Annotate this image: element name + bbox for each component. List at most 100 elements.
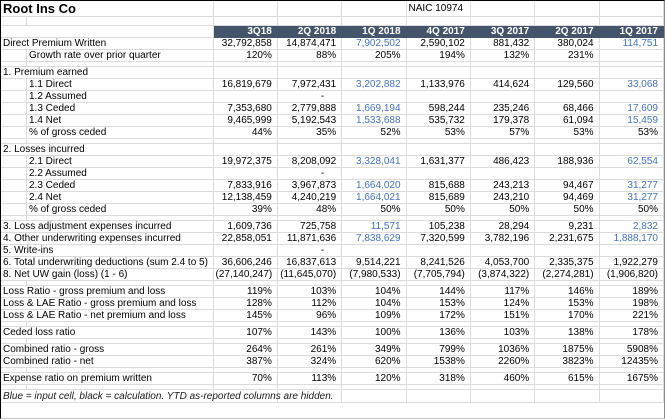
cell[interactable]: -	[277, 244, 343, 257]
cell[interactable]: 9,231	[534, 220, 600, 233]
cell[interactable]: 31,277	[599, 179, 664, 192]
cell[interactable]: 198%	[599, 297, 664, 310]
cell[interactable]	[599, 90, 664, 103]
cell[interactable]: 39%	[213, 203, 278, 216]
row-label[interactable]: 1.1 Direct	[1, 78, 214, 91]
cell[interactable]: 5,192,543	[277, 114, 343, 127]
cell[interactable]	[1, 384, 214, 390]
cell[interactable]: 105,238	[406, 220, 471, 233]
cell[interactable]	[1, 138, 214, 144]
cell[interactable]: 799%	[406, 343, 471, 356]
cell[interactable]: 261%	[277, 343, 343, 356]
cell[interactable]: 120%	[341, 372, 407, 385]
cell[interactable]: 50%	[470, 203, 536, 216]
cell[interactable]	[406, 167, 471, 180]
cell[interactable]: 61,094	[534, 114, 600, 127]
cell[interactable]	[277, 389, 343, 403]
cell[interactable]: 243,213	[470, 179, 536, 192]
cell[interactable]	[341, 138, 407, 144]
row-label[interactable]: 6. Total underwriting deductions (sum 2.…	[1, 256, 214, 269]
cell[interactable]	[1, 25, 214, 38]
cell[interactable]: 7,838,629	[341, 232, 407, 245]
row-label[interactable]: Expense ratio on premium written	[1, 372, 214, 385]
cell[interactable]: 4,240,219	[277, 191, 343, 204]
row-label[interactable]: 2.1 Direct	[1, 155, 214, 168]
cell[interactable]	[277, 66, 343, 79]
cell[interactable]: 114,751	[599, 37, 664, 50]
cell[interactable]: 3,328,041	[341, 155, 407, 168]
cell[interactable]	[534, 167, 600, 180]
cell[interactable]	[406, 61, 471, 67]
cell[interactable]	[213, 367, 278, 373]
cell[interactable]	[470, 389, 536, 403]
cell[interactable]	[277, 321, 343, 327]
cell[interactable]	[470, 143, 536, 156]
cell[interactable]	[213, 389, 278, 403]
cell[interactable]	[599, 61, 664, 67]
cell[interactable]: 881,432	[470, 37, 536, 50]
cell[interactable]: 3,202,882	[341, 78, 407, 91]
cell[interactable]: (27,140,247)	[213, 268, 278, 281]
cell[interactable]	[213, 338, 278, 344]
cell[interactable]: 50%	[341, 203, 407, 216]
cell[interactable]	[470, 1, 536, 17]
cell[interactable]: 725,758	[277, 220, 343, 233]
cell[interactable]: 109%	[341, 309, 407, 322]
cell[interactable]: 380,024	[534, 37, 600, 50]
cell[interactable]: 188,936	[534, 155, 600, 168]
cell[interactable]	[213, 16, 278, 26]
cell[interactable]	[470, 167, 536, 180]
cell[interactable]	[406, 66, 471, 79]
cell[interactable]	[213, 384, 278, 390]
cell[interactable]	[213, 321, 278, 327]
cell[interactable]: 170%	[534, 309, 600, 322]
cell[interactable]: 387%	[213, 355, 278, 368]
cell[interactable]	[341, 167, 407, 180]
cell[interactable]	[277, 138, 343, 144]
cell[interactable]	[1, 61, 214, 67]
cell[interactable]	[341, 90, 407, 103]
cell[interactable]: 144%	[406, 285, 471, 298]
row-label[interactable]: 3. Loss adjustment expenses incurred	[1, 220, 214, 233]
cell[interactable]: 231%	[534, 49, 600, 62]
cell[interactable]: 7,353,680	[213, 102, 278, 115]
cell[interactable]	[534, 66, 600, 79]
cell[interactable]: 128%	[213, 297, 278, 310]
cell[interactable]	[277, 384, 343, 390]
cell[interactable]: 119%	[213, 285, 278, 298]
cell[interactable]	[406, 280, 471, 286]
cell[interactable]: 120%	[213, 49, 278, 62]
row-label[interactable]: 1.2 Assumed	[1, 90, 214, 103]
cell[interactable]: 143%	[277, 326, 343, 339]
cell[interactable]	[534, 61, 600, 67]
row-label[interactable]: % of gross ceded	[1, 203, 214, 216]
cell[interactable]: 1,631,377	[406, 155, 471, 168]
cell[interactable]: 1538%	[406, 355, 471, 368]
column-header[interactable]: 2Q 2018	[277, 25, 343, 38]
cell[interactable]: 9,465,999	[213, 114, 278, 127]
row-label[interactable]: 2.4 Net	[1, 191, 214, 204]
cell[interactable]	[213, 244, 278, 257]
cell[interactable]	[213, 143, 278, 156]
cell[interactable]	[213, 1, 278, 17]
cell[interactable]: 349%	[341, 343, 407, 356]
row-label[interactable]: Loss & LAE Ratio - gross premium and los…	[1, 297, 214, 310]
row-label[interactable]: % of gross ceded	[1, 126, 214, 139]
cell[interactable]: 112%	[277, 297, 343, 310]
cell[interactable]: 103%	[470, 326, 536, 339]
cell[interactable]	[599, 167, 664, 180]
cell[interactable]: 179,378	[470, 114, 536, 127]
cell[interactable]: 8,241,526	[406, 256, 471, 269]
cell[interactable]: 3,967,873	[277, 179, 343, 192]
cell[interactable]: 36,606,246	[213, 256, 278, 269]
cell[interactable]	[406, 389, 471, 403]
cell[interactable]: 7,902,502	[341, 37, 407, 50]
cell[interactable]	[470, 321, 536, 327]
cell[interactable]: 12,138,459	[213, 191, 278, 204]
cell[interactable]: 28,294	[470, 220, 536, 233]
cell[interactable]: 1,133,976	[406, 78, 471, 91]
cell[interactable]	[599, 384, 664, 390]
cell[interactable]	[599, 143, 664, 156]
cell[interactable]: 15,459	[599, 114, 664, 127]
cell[interactable]: -	[277, 90, 343, 103]
